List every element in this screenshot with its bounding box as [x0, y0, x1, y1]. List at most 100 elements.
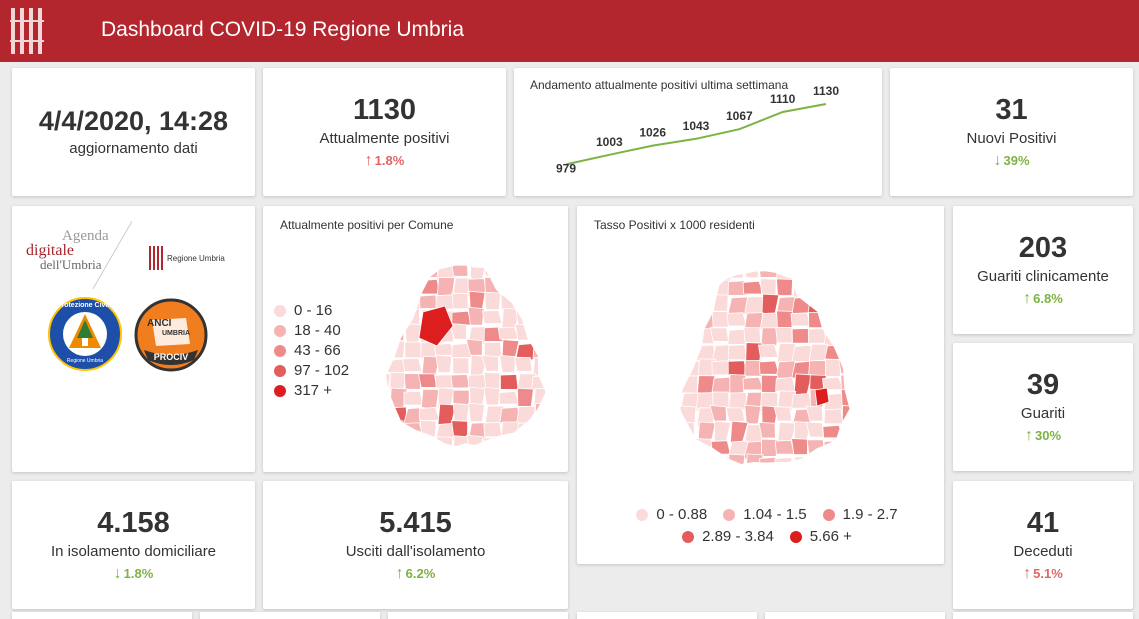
map-comune-region [678, 454, 684, 465]
map-comune-region [808, 455, 828, 465]
map-comune-region [385, 307, 393, 330]
map2-legend: 0 - 0.88 1.04 - 1.5 1.9 - 2.7 2.89 - 3.84 5.… [617, 506, 917, 548]
map2-legend-item: 0 - 0.88 [636, 506, 707, 523]
map-comune-region [549, 358, 558, 376]
map-comune-region [420, 388, 440, 409]
guariti-clin-label: Guariti clinicamente [977, 267, 1109, 285]
map-comune-region [481, 355, 499, 372]
map-comune-region [515, 437, 534, 447]
legend-swatch [274, 304, 286, 317]
legend-swatch [636, 508, 649, 521]
trend-title: Andamento attualmente positivi ultima se… [530, 78, 789, 92]
legend-swatch [274, 384, 286, 397]
map-comune-region [822, 293, 840, 311]
positivi-change: ↑ 1.8% [365, 152, 405, 169]
map2-title: Tasso Positivi x 1000 residenti [594, 218, 755, 232]
map-comune-region [402, 357, 423, 372]
map-comune-region [696, 279, 715, 297]
map-comune-region [547, 310, 558, 324]
map-comune-region [373, 454, 390, 466]
map-comune-region [418, 435, 436, 447]
map-comune-region [389, 292, 409, 314]
map-comune-region [856, 296, 865, 311]
positivi-change-value: 1.8% [374, 153, 405, 169]
map-comune-region [805, 405, 824, 422]
map2-card: Tasso Positivi x 1000 residenti 0 - 0.88… [577, 206, 944, 564]
map-comune-region [823, 328, 844, 346]
map-comune-region [483, 371, 501, 390]
map-comune-region [530, 438, 547, 447]
map-comune-region [516, 455, 535, 466]
map-comune-region [404, 247, 423, 263]
legend-swatch [789, 530, 802, 543]
isolamento-change-value: 1.8% [123, 566, 154, 582]
map-comune-region [857, 456, 865, 474]
map-comune-region [838, 312, 851, 327]
map-comune-region [482, 310, 503, 324]
map-comune-region [857, 360, 865, 378]
map-comune-region [418, 305, 454, 347]
map-comune-region [385, 326, 392, 344]
map-region-outline [384, 264, 548, 448]
map1-legend-item: 97 - 102 [274, 362, 349, 379]
map-comune-region [729, 248, 748, 266]
map-comune-region [419, 278, 441, 295]
legend-swatch [723, 508, 736, 521]
map-comune-region [499, 246, 517, 260]
guariti-clin-change: ↑ 6.8% [1023, 290, 1063, 307]
map-comune-region [709, 327, 730, 342]
map-comune-region [678, 327, 682, 343]
map-comune-region [711, 360, 732, 376]
map-comune-region [856, 408, 865, 424]
map2-legend-item: 5.66 + [789, 528, 852, 545]
map-comune-region [387, 435, 405, 447]
map-comune-region [824, 279, 844, 299]
regione-umbria-text: Regione Umbria [167, 253, 225, 263]
map1-title: Attualmente positivi per Comune [280, 218, 454, 232]
map-comune-region [530, 277, 547, 293]
map-comune-region [678, 343, 682, 359]
update-label: aggiornamento dati [69, 139, 198, 157]
anci-umbria-text: UMBRIA [162, 330, 190, 337]
map-comune-region [712, 249, 730, 265]
map-comune-region [385, 294, 393, 314]
map-comune-region [856, 345, 865, 363]
legend-label: 2.89 - 3.84 [702, 528, 774, 545]
map-comune-region [790, 473, 810, 486]
trend-data-label: 1067 [726, 109, 753, 123]
legend-swatch [274, 344, 286, 357]
map-comune-region [758, 422, 776, 439]
legend-label: 5.66 + [809, 528, 852, 545]
map-comune-region [776, 472, 794, 486]
map-comune-region [678, 438, 684, 459]
agenda-text: Agenda [62, 228, 109, 244]
map-comune-region [726, 312, 747, 327]
map-comune-region [450, 374, 471, 389]
map-comune-region [778, 248, 794, 265]
map-comune-region [389, 246, 405, 262]
map-comune-region [437, 453, 454, 466]
legend-label: 317 + [294, 382, 332, 399]
protezione-sub-text: Regione Umbria [66, 358, 104, 364]
map-comune-region [682, 248, 699, 266]
map-comune-region [388, 276, 408, 297]
update-card: 4/4/2020, 14:28 aggiornamento dati [12, 68, 255, 196]
prociv-text: PROCIV [153, 352, 189, 362]
map-comune-region [681, 309, 699, 330]
arrow-down-icon: ↓ [993, 151, 1002, 169]
next-row-card [12, 612, 192, 619]
map-comune-region [857, 310, 865, 329]
map-comune-region [858, 263, 865, 281]
map-comune-region [714, 470, 730, 488]
map-comune-region [823, 408, 844, 425]
positivi-card: 1130 Attualmente positivi ↑ 1.8% [263, 68, 506, 196]
map-comune-region [697, 248, 715, 267]
map2-legend-item: 1.9 - 2.7 [822, 506, 898, 523]
map-comune-region [467, 306, 485, 326]
legend-swatch [682, 530, 695, 543]
map-comune-region [515, 278, 537, 294]
map-comune-region [727, 280, 748, 296]
map-comune-region [761, 374, 778, 393]
map2-legend-item: 1.04 - 1.5 [723, 506, 807, 523]
map-comune-region [405, 291, 423, 312]
